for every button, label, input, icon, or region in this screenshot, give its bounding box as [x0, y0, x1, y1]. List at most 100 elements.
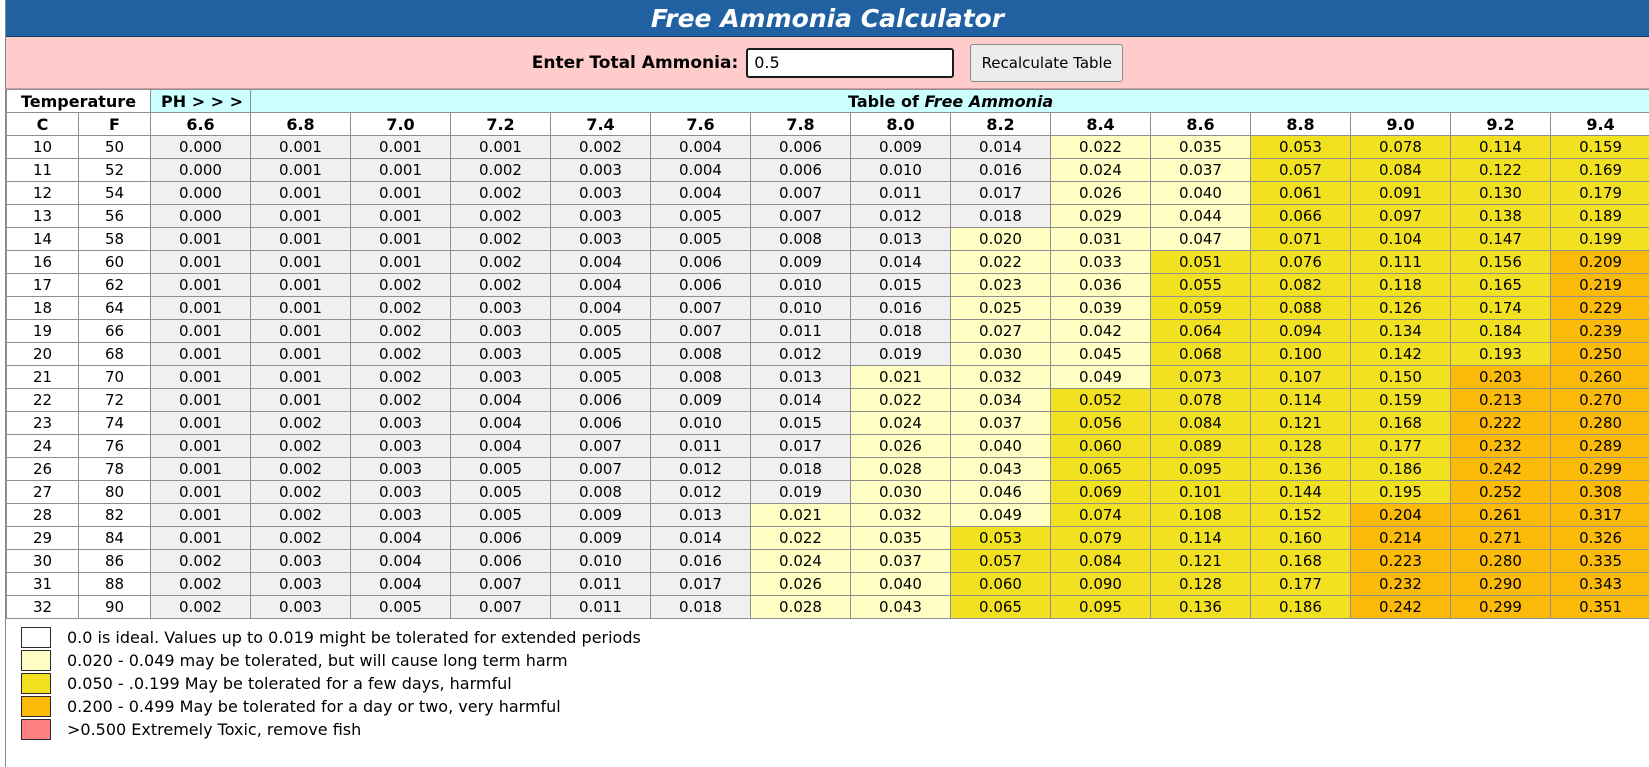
ammonia-value-cell: 0.057	[1250, 158, 1351, 182]
ph-column-header: 6.8	[250, 112, 351, 136]
ammonia-value-cell: 0.078	[1350, 135, 1451, 159]
ammonia-value-cell: 0.104	[1350, 227, 1451, 251]
ammonia-value-cell: 0.001	[150, 434, 251, 458]
ammonia-value-cell: 0.003	[450, 319, 551, 343]
legend-item: >0.500 Extremely Toxic, remove fish	[21, 718, 641, 741]
ammonia-value-cell: 0.031	[1050, 227, 1151, 251]
table-row: 13 56 0.000 0.001 0.001 0.002 0.003 0.005 0.007 0…	[6, 204, 1649, 228]
ammonia-value-cell: 0.014	[750, 388, 851, 412]
ammonia-value-cell: 0.040	[950, 434, 1051, 458]
table-row: 18 64 0.001 0.001 0.002 0.003 0.004 0.007 0.010 0…	[6, 296, 1649, 320]
ammonia-value-cell: 0.010	[750, 273, 851, 297]
ammonia-value-cell: 0.033	[1050, 250, 1151, 274]
ammonia-value-cell: 0.004	[450, 411, 551, 435]
ammonia-value-cell: 0.186	[1350, 457, 1451, 481]
ammonia-value-cell: 0.006	[650, 250, 751, 274]
legend-swatch	[21, 673, 51, 694]
ammonia-value-cell: 0.008	[650, 342, 751, 366]
ammonia-value-cell: 0.037	[950, 411, 1051, 435]
ammonia-value-cell: 0.343	[1549, 572, 1649, 596]
ammonia-value-cell: 0.049	[950, 503, 1051, 527]
ammonia-value-cell: 0.168	[1250, 549, 1351, 573]
legend-swatch	[21, 627, 51, 648]
ammonia-value-cell: 0.097	[1350, 204, 1451, 228]
table-row: 29 84 0.001 0.002 0.004 0.006 0.009 0.014 0.022 0…	[6, 526, 1649, 550]
ammonia-value-cell: 0.043	[950, 457, 1051, 481]
ammonia-value-cell: 0.001	[250, 273, 351, 297]
ammonia-value-cell: 0.024	[850, 411, 951, 435]
ammonia-value-cell: 0.042	[1050, 319, 1151, 343]
ammonia-value-cell: 0.009	[550, 526, 651, 550]
ammonia-value-cell: 0.014	[850, 250, 951, 274]
total-ammonia-input[interactable]	[746, 47, 955, 78]
ammonia-value-cell: 0.022	[950, 250, 1051, 274]
table-row: 26 78 0.001 0.002 0.003 0.005 0.007 0.012 0.018 0…	[6, 457, 1649, 481]
ammonia-value-cell: 0.261	[1450, 503, 1551, 527]
temp-fahrenheit-cell: 52	[78, 158, 151, 182]
ammonia-value-cell: 0.130	[1450, 181, 1551, 205]
ammonia-value-cell: 0.044	[1150, 204, 1251, 228]
ammonia-value-cell: 0.005	[350, 595, 451, 619]
ammonia-value-cell: 0.022	[850, 388, 951, 412]
ammonia-value-cell: 0.002	[250, 411, 351, 435]
ammonia-value-cell: 0.107	[1250, 365, 1351, 389]
ammonia-value-cell: 0.001	[250, 250, 351, 274]
ammonia-value-cell: 0.003	[550, 204, 651, 228]
temp-celsius-cell: 11	[6, 158, 79, 182]
temp-celsius-cell: 13	[6, 204, 79, 228]
recalculate-button[interactable]: Recalculate Table	[970, 43, 1124, 82]
ammonia-value-cell: 0.001	[250, 181, 351, 205]
temp-fahrenheit-cell: 86	[78, 549, 151, 573]
ammonia-value-cell: 0.189	[1549, 204, 1649, 228]
temp-celsius-cell: 23	[6, 411, 79, 435]
ammonia-value-cell: 0.017	[750, 434, 851, 458]
ammonia-value-cell: 0.023	[950, 273, 1051, 297]
ph-column-header: 8.0	[850, 112, 951, 136]
ammonia-value-cell: 0.012	[850, 204, 951, 228]
temp-fahrenheit-cell: 88	[78, 572, 151, 596]
ammonia-value-cell: 0.002	[450, 250, 551, 274]
ph-column-header: 7.8	[750, 112, 851, 136]
temp-fahrenheit-cell: 70	[78, 365, 151, 389]
ammonia-value-cell: 0.032	[850, 503, 951, 527]
ammonia-value-cell: 0.160	[1250, 526, 1351, 550]
ammonia-value-cell: 0.007	[450, 595, 551, 619]
ammonia-value-cell: 0.002	[250, 503, 351, 527]
ammonia-value-cell: 0.016	[650, 549, 751, 573]
table-row: 22 72 0.001 0.001 0.002 0.004 0.006 0.009 0.014 0…	[6, 388, 1649, 412]
temp-fahrenheit-cell: 58	[78, 227, 151, 251]
ammonia-value-cell: 0.037	[850, 549, 951, 573]
ammonia-value-cell: 0.002	[450, 273, 551, 297]
temp-celsius-cell: 31	[6, 572, 79, 596]
ammonia-value-cell: 0.055	[1150, 273, 1251, 297]
ph-column-header: 6.6	[150, 112, 251, 136]
ammonia-value-cell: 0.002	[350, 273, 451, 297]
table-row: 21 70 0.001 0.001 0.002 0.003 0.005 0.008 0.013 0…	[6, 365, 1649, 389]
celsius-header: C	[6, 112, 79, 136]
legend-item: 0.200 - 0.499 May be tolerated for a day…	[21, 695, 641, 718]
ph-values-row: C F 6.6 6.8 7.0 7.2 7.4 7.6 7.8 8.0 8.2 8.4 8.6 8.8…	[6, 112, 1649, 136]
legend-text: >0.500 Extremely Toxic, remove fish	[67, 720, 362, 739]
ammonia-value-cell: 0.126	[1350, 296, 1451, 320]
temp-fahrenheit-cell: 62	[78, 273, 151, 297]
ammonia-value-cell: 0.142	[1350, 342, 1451, 366]
ammonia-value-cell: 0.213	[1450, 388, 1551, 412]
total-ammonia-label: Enter Total Ammonia:	[531, 52, 739, 73]
ammonia-value-cell: 0.002	[450, 181, 551, 205]
ammonia-value-cell: 0.007	[450, 572, 551, 596]
ammonia-value-cell: 0.335	[1549, 549, 1649, 573]
ammonia-value-cell: 0.082	[1250, 273, 1351, 297]
ammonia-value-cell: 0.308	[1549, 480, 1649, 504]
ammonia-value-cell: 0.024	[1050, 158, 1151, 182]
ammonia-value-cell: 0.006	[450, 526, 551, 550]
ammonia-value-cell: 0.229	[1549, 296, 1649, 320]
ammonia-value-cell: 0.006	[550, 388, 651, 412]
ammonia-value-cell: 0.280	[1450, 549, 1551, 573]
ammonia-value-cell: 0.021	[750, 503, 851, 527]
ammonia-value-cell: 0.060	[1050, 434, 1151, 458]
ammonia-value-cell: 0.004	[550, 273, 651, 297]
ammonia-value-cell: 0.001	[150, 342, 251, 366]
ammonia-value-cell: 0.053	[950, 526, 1051, 550]
ammonia-value-cell: 0.223	[1350, 549, 1451, 573]
ammonia-value-cell: 0.280	[1549, 411, 1649, 435]
